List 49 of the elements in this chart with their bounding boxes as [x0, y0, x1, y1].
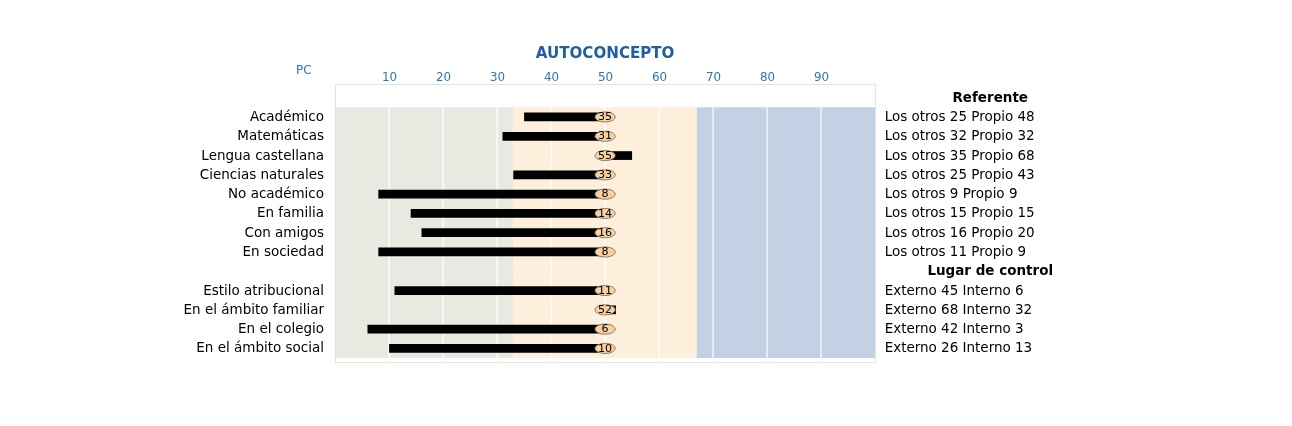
y-tick-label: En el ámbito familiar [183, 300, 325, 317]
y-tick-label: Matemáticas [237, 127, 324, 144]
x-tick-label: 60 [651, 69, 668, 84]
y-tick-label: Estilo atribucional [203, 281, 324, 298]
x-tick-label: 90 [813, 69, 830, 84]
y-tick-label: Académico [249, 107, 324, 124]
y-tick-label: En sociedad [242, 242, 324, 259]
y-tick-label: En el ámbito social [196, 339, 324, 356]
data-label: 55 [598, 148, 613, 162]
text: Los otros 16 Propio 20 [884, 223, 1035, 240]
y-tick-label: En el colegio [238, 320, 324, 337]
y-tick-label: Lengua castellana [201, 146, 324, 163]
chart-title: AUTOCONCEPTO [535, 43, 675, 62]
text: Los otros 25 Propio 43 [884, 165, 1035, 182]
data-label: 6 [601, 322, 609, 336]
y-tick-label: En familia [256, 204, 324, 221]
data-label: 33 [598, 168, 613, 182]
y-tick-label: No académico [228, 185, 324, 202]
text: Externo 26 Interno 13 [884, 339, 1033, 356]
text: Los otros 25 Propio 48 [884, 107, 1035, 124]
x-tick-label: 80 [759, 69, 776, 84]
data-label: 10 [598, 341, 613, 355]
x-tick-label: 30 [489, 69, 506, 84]
x-tick-label: 10 [381, 69, 398, 84]
text: Los otros 9 Propio 9 [884, 185, 1018, 202]
text: Externo 45 Interno 6 [884, 281, 1024, 298]
text: Lugar de control [927, 262, 1054, 279]
x-tick-label: 70 [705, 69, 722, 84]
text: Los otros 11 Propio 9 [884, 242, 1027, 259]
y-tick-label: Ciencias naturales [199, 165, 324, 182]
y-tick-label: Con amigos [244, 223, 324, 240]
x-axis-title: PC [295, 63, 312, 78]
text: Externo 68 Interno 32 [884, 300, 1033, 317]
data-label: 35 [598, 110, 613, 124]
data-label: 16 [598, 225, 613, 239]
data-label: 8 [601, 187, 609, 201]
data-label: 11 [598, 283, 613, 297]
text: Externo 42 Interno 3 [884, 320, 1024, 337]
data-label: 31 [598, 129, 613, 143]
data-label: 8 [601, 245, 609, 259]
data-label: 14 [598, 206, 613, 220]
data-label: 52 [598, 303, 613, 317]
x-tick-label: 50 [597, 69, 614, 84]
x-tick-label: 20 [435, 69, 452, 84]
text: Los otros 32 Propio 32 [884, 127, 1035, 144]
text: Referente [952, 88, 1029, 105]
text: Los otros 35 Propio 68 [884, 146, 1035, 163]
text: Los otros 15 Propio 15 [884, 204, 1035, 221]
x-tick-label: 40 [543, 69, 560, 84]
